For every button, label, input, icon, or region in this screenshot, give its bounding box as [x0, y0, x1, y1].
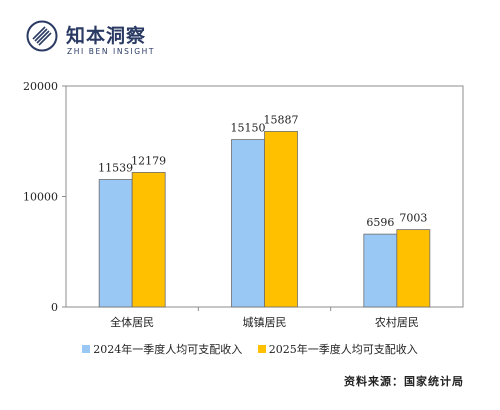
legend-item-2025: 2025年一季度人均可支配收入 [257, 341, 418, 357]
brand-logo: 知本洞察 ZHI BEN INSIGHT [26, 20, 226, 60]
y-tick-label: 20000 [23, 80, 58, 93]
bar [231, 139, 265, 308]
legend-item-2024: 2024年一季度人均可支配收入 [82, 341, 242, 357]
y-tick-label: 10000 [23, 191, 58, 204]
bar [98, 179, 133, 308]
brand-subtitle: ZHI BEN INSIGHT [67, 47, 156, 56]
data-label: 15887 [264, 113, 299, 126]
x-tick-label: 全体居民 [110, 315, 154, 329]
data-label: 15150 [231, 122, 266, 135]
data-label: 6596 [366, 216, 394, 229]
x-tick-label: 城镇居民 [243, 315, 287, 329]
legend-swatch-2024 [82, 345, 91, 353]
brand-logo-icon [26, 20, 58, 52]
bar [363, 233, 398, 308]
y-tick-label: 0 [51, 301, 58, 314]
legend-label-2025: 2025年一季度人均可支配收入 [268, 343, 418, 356]
data-label: 11539 [98, 161, 133, 174]
bar [396, 229, 431, 308]
legend-label-2024: 2024年一季度人均可支配收入 [93, 343, 243, 356]
x-tick-label: 农村居民 [375, 315, 419, 329]
bar [131, 172, 166, 308]
source-note: 资料来源：国家统计局 [344, 375, 464, 388]
chart-legend: 2024年一季度人均可支配收入 2025年一季度人均可支配收入 [0, 341, 500, 357]
data-label: 12179 [131, 154, 166, 167]
data-label: 7003 [399, 212, 427, 225]
bar [264, 131, 298, 308]
brand-name: 知本洞察 [66, 25, 147, 47]
legend-swatch-2025 [257, 345, 266, 353]
